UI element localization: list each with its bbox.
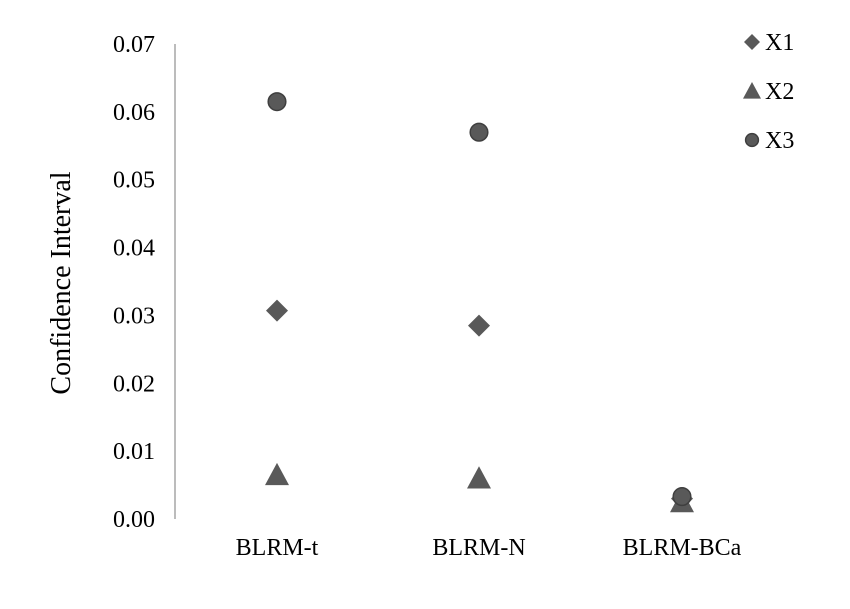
legend: X1 X2 X3 xyxy=(743,30,794,154)
point-x3-blrm-t xyxy=(267,92,287,112)
x-category-label: BLRM-N xyxy=(432,535,525,561)
y-tick-label: 0.00 xyxy=(113,507,155,533)
x-category-labels: BLRM-t BLRM-N BLRM-BCa xyxy=(236,535,742,561)
legend-diamond-icon xyxy=(744,34,760,50)
legend-circle-icon xyxy=(744,132,760,148)
legend-label: X1 xyxy=(765,30,794,56)
data-points xyxy=(265,92,694,513)
point-x3-blrm-bca xyxy=(672,487,692,507)
x-category-label: BLRM-t xyxy=(236,535,319,561)
y-tick-label: 0.05 xyxy=(113,168,155,194)
y-tick-label: 0.01 xyxy=(113,439,155,465)
y-tick-labels: 0.00 0.01 0.02 0.03 0.04 0.05 0.06 0.07 xyxy=(113,32,155,533)
x-category-label: BLRM-BCa xyxy=(623,535,742,561)
y-tick-label: 0.02 xyxy=(113,371,155,397)
y-tick-label: 0.03 xyxy=(113,303,155,329)
y-tick-label: 0.06 xyxy=(113,100,155,126)
legend-triangle-icon xyxy=(743,82,761,99)
point-x2-blrm-t xyxy=(265,462,289,486)
legend-label: X3 xyxy=(765,128,794,154)
y-axis-label: Confidence Interval xyxy=(46,171,77,394)
y-tick-label: 0.04 xyxy=(113,236,155,262)
point-x1-blrm-t xyxy=(266,299,288,322)
legend-label: X2 xyxy=(765,79,794,105)
y-tick-label: 0.07 xyxy=(113,32,155,58)
point-x1-blrm-n xyxy=(468,314,490,337)
point-x3-blrm-n xyxy=(469,122,489,142)
point-x2-blrm-n xyxy=(467,466,491,489)
